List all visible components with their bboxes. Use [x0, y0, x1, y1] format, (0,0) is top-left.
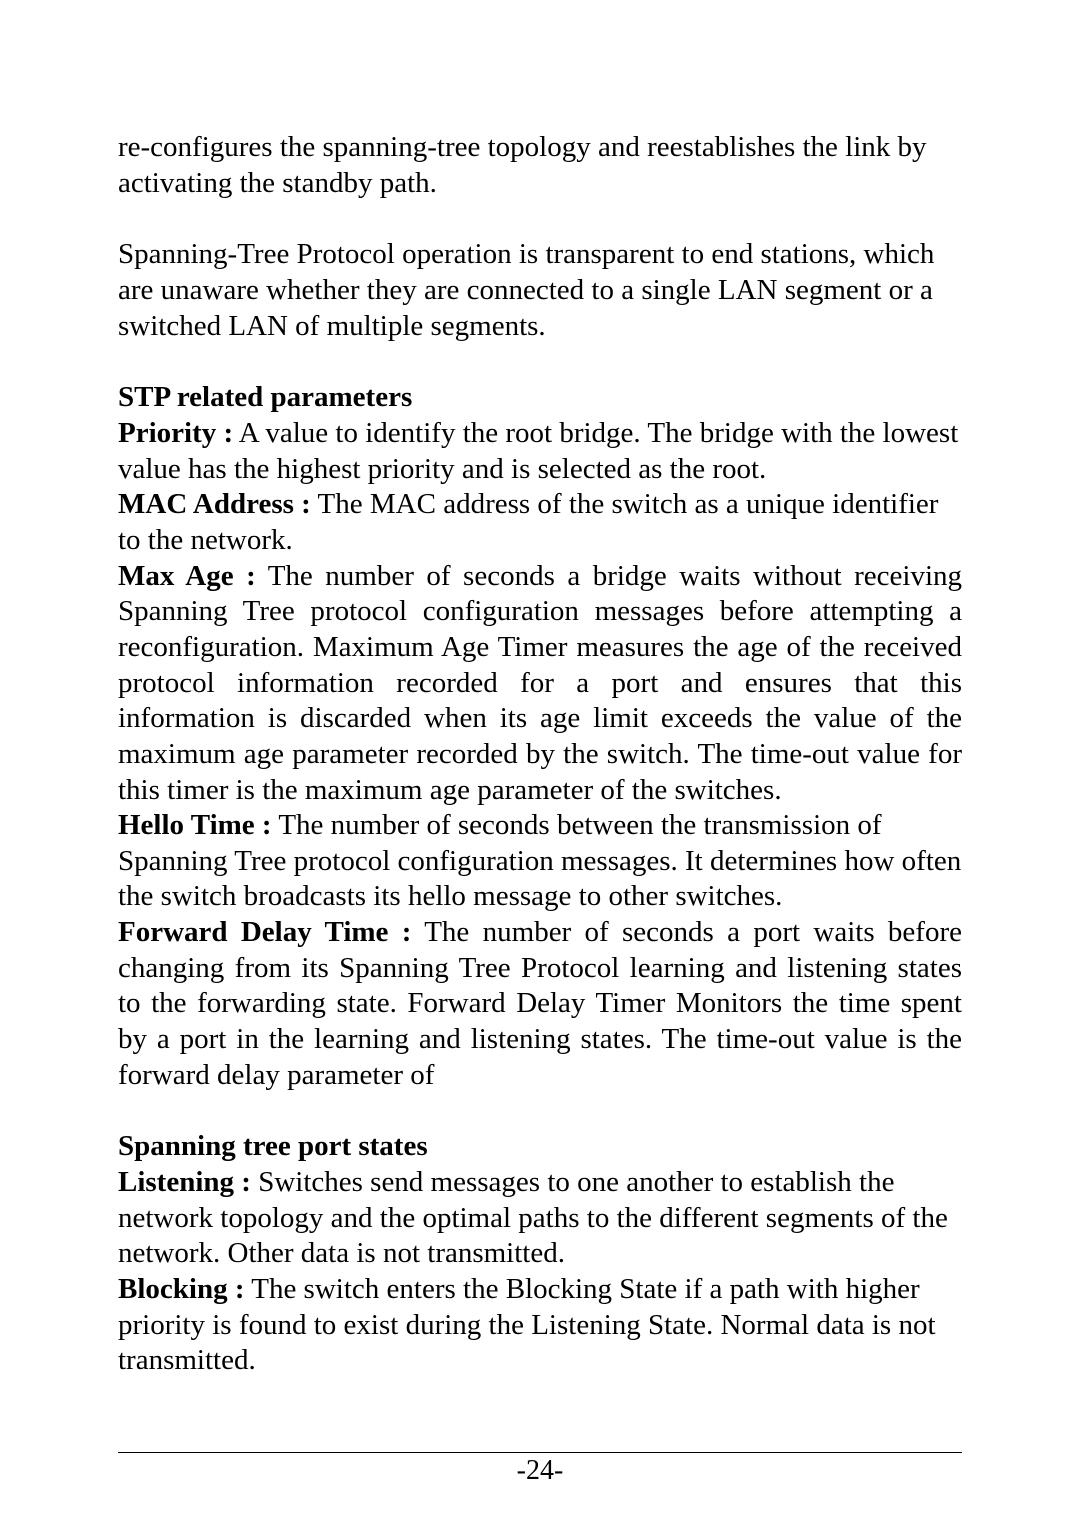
stp-parameters-section: STP related parameters Priority : A valu…	[118, 380, 962, 1093]
listening-label: Listening :	[118, 1166, 251, 1198]
listening-item: Listening : Switches send messages to on…	[118, 1165, 962, 1272]
blocking-item: Blocking : The switch enters the Blockin…	[118, 1272, 962, 1379]
priority-label: Priority :	[118, 417, 233, 449]
paragraph-intro-2: Spanning-Tree Protocol operation is tran…	[118, 237, 962, 344]
blocking-label: Blocking :	[118, 1273, 245, 1305]
mac-address-item: MAC Address : The MAC address of the swi…	[118, 487, 962, 558]
paragraph-text: re-configures the spanning-tree topology…	[118, 131, 927, 199]
hello-time-item: Hello Time : The number of seconds betwe…	[118, 808, 962, 915]
maxage-text: The number of seconds a bridge waits wit…	[118, 560, 962, 806]
forward-delay-item: Forward Delay Time : The number of secon…	[118, 915, 962, 1093]
page-content: re-configures the spanning-tree topology…	[118, 130, 962, 1379]
section-heading-states: Spanning tree port states	[118, 1129, 962, 1165]
maxage-label: Max Age :	[118, 560, 256, 592]
priority-item: Priority : A value to identify the root …	[118, 416, 962, 487]
priority-text: A value to identify the root bridge. The…	[118, 417, 958, 485]
hello-label: Hello Time :	[118, 809, 272, 841]
paragraph-intro-1: re-configures the spanning-tree topology…	[118, 130, 962, 201]
paragraph-text: Spanning-Tree Protocol operation is tran…	[118, 238, 934, 341]
page-footer: -24-	[118, 1452, 962, 1487]
mac-label: MAC Address :	[118, 488, 311, 520]
port-states-section: Spanning tree port states Listening : Sw…	[118, 1129, 962, 1379]
fdt-label: Forward Delay Time :	[118, 916, 411, 948]
max-age-item: Max Age : The number of seconds a bridge…	[118, 559, 962, 809]
page-number: -24-	[517, 1455, 564, 1486]
section-heading-stp: STP related parameters	[118, 380, 962, 416]
